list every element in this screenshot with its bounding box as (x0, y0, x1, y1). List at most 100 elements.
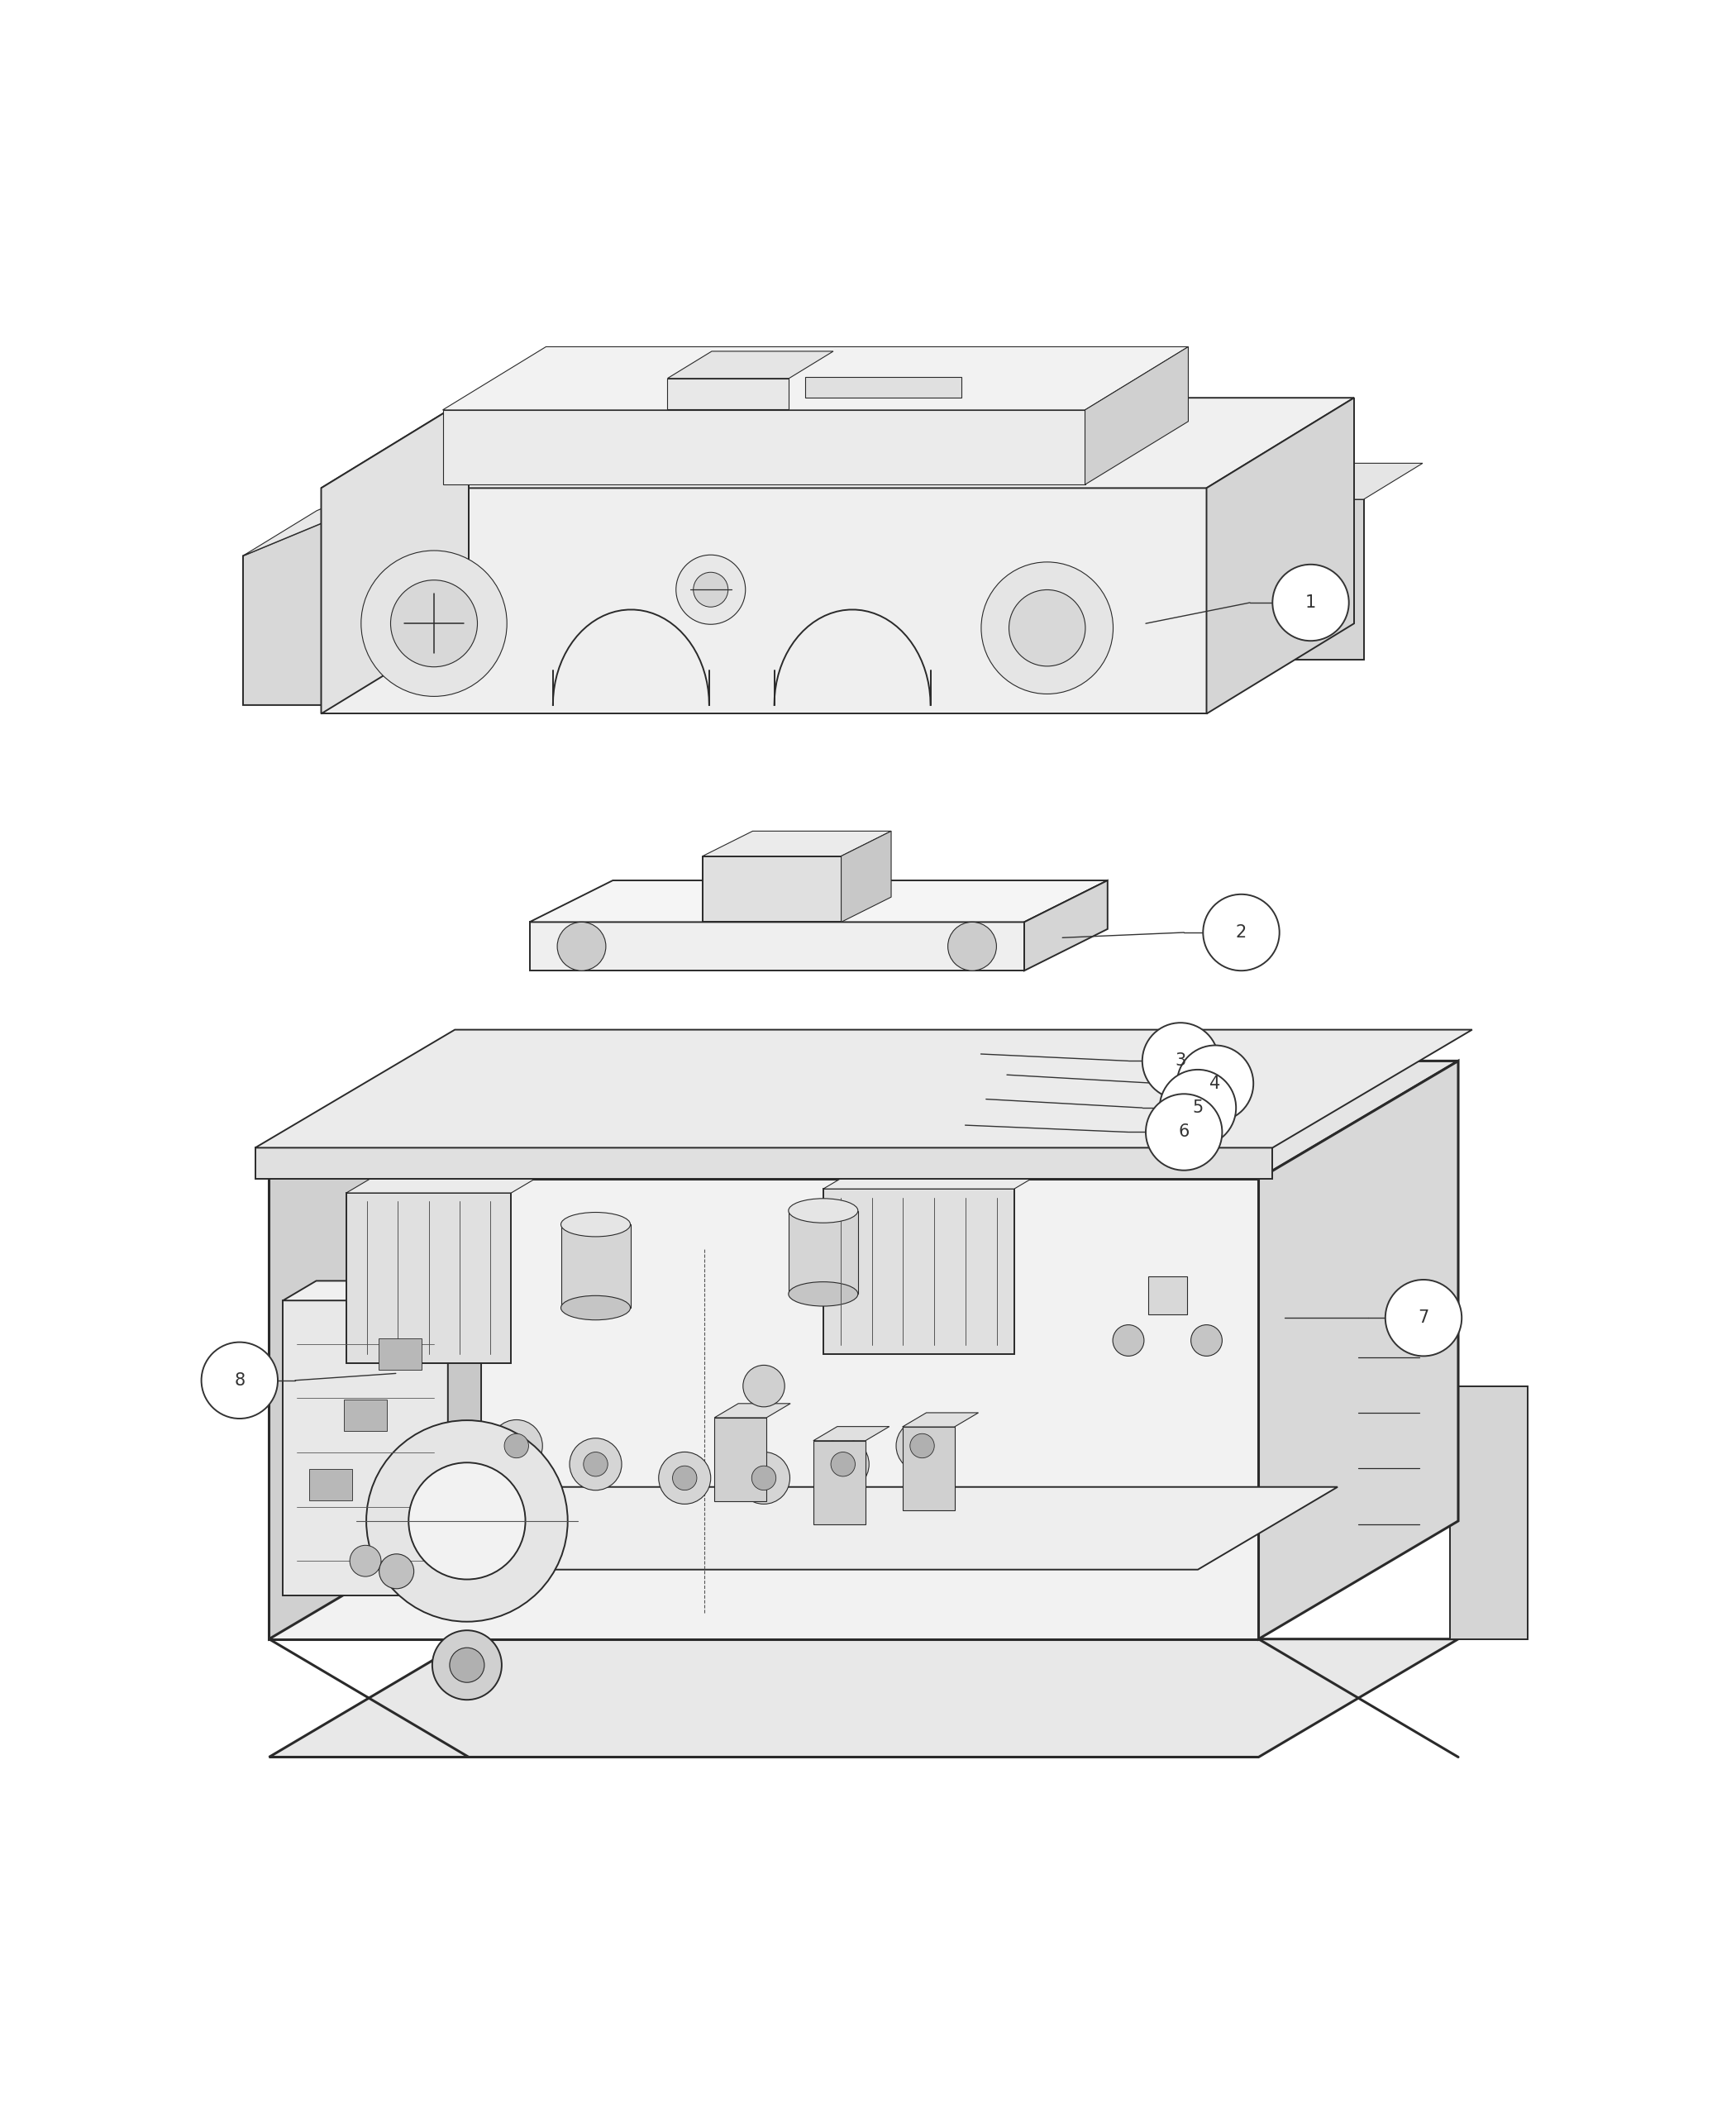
Polygon shape (703, 831, 891, 856)
Polygon shape (321, 398, 1354, 489)
Polygon shape (321, 398, 469, 715)
Polygon shape (378, 1339, 422, 1370)
Polygon shape (1259, 1060, 1458, 1640)
Circle shape (818, 1438, 870, 1490)
Polygon shape (443, 409, 1085, 485)
Circle shape (1142, 1022, 1219, 1098)
Text: 6: 6 (1179, 1124, 1189, 1140)
Circle shape (1272, 565, 1349, 641)
Text: 5: 5 (1193, 1100, 1203, 1115)
Circle shape (378, 1554, 413, 1589)
Polygon shape (321, 489, 1207, 715)
Polygon shape (646, 1043, 1026, 1071)
Polygon shape (283, 1282, 481, 1301)
Circle shape (658, 1138, 696, 1176)
Polygon shape (1233, 1290, 1281, 1366)
Polygon shape (823, 1159, 1064, 1189)
Text: 2: 2 (1236, 923, 1246, 940)
Polygon shape (1102, 1290, 1281, 1315)
Text: 7: 7 (1418, 1309, 1429, 1326)
Polygon shape (561, 1225, 630, 1307)
Polygon shape (529, 881, 1108, 921)
Polygon shape (715, 1419, 767, 1501)
Polygon shape (309, 1469, 352, 1501)
Circle shape (391, 580, 477, 666)
Circle shape (1160, 1069, 1236, 1147)
Polygon shape (255, 1147, 1272, 1178)
Polygon shape (903, 1412, 979, 1427)
Ellipse shape (788, 1282, 858, 1307)
Polygon shape (806, 377, 962, 398)
Ellipse shape (788, 1199, 858, 1223)
Circle shape (675, 554, 745, 624)
Circle shape (832, 1452, 856, 1476)
Polygon shape (1147, 1275, 1187, 1315)
Polygon shape (269, 1060, 469, 1640)
Ellipse shape (561, 1212, 630, 1237)
Circle shape (1177, 1046, 1253, 1121)
Circle shape (910, 1433, 934, 1459)
Polygon shape (715, 1404, 790, 1419)
Polygon shape (667, 352, 833, 377)
Circle shape (361, 550, 507, 696)
Circle shape (752, 1465, 776, 1490)
Circle shape (981, 563, 1113, 694)
Circle shape (1113, 1324, 1144, 1355)
Polygon shape (269, 1640, 1458, 1758)
Polygon shape (646, 1071, 970, 1138)
Polygon shape (608, 1138, 990, 1176)
Polygon shape (1207, 398, 1354, 715)
Circle shape (672, 1465, 696, 1490)
Circle shape (432, 1629, 502, 1699)
Text: 4: 4 (1210, 1075, 1220, 1092)
Polygon shape (269, 1178, 1259, 1640)
Polygon shape (448, 1282, 481, 1596)
Circle shape (738, 1452, 790, 1505)
Circle shape (490, 1421, 542, 1471)
Circle shape (1191, 1324, 1222, 1355)
Circle shape (1009, 590, 1085, 666)
Text: 8: 8 (234, 1372, 245, 1389)
Polygon shape (812, 1427, 889, 1440)
Circle shape (503, 1433, 529, 1459)
Polygon shape (255, 1029, 1472, 1147)
Polygon shape (243, 476, 399, 557)
Polygon shape (344, 1400, 387, 1431)
Polygon shape (1024, 881, 1108, 970)
Circle shape (1203, 894, 1279, 970)
Polygon shape (443, 346, 1187, 409)
Polygon shape (667, 377, 788, 409)
Circle shape (201, 1343, 278, 1419)
Circle shape (658, 1452, 710, 1505)
Circle shape (887, 1138, 925, 1176)
Circle shape (408, 1463, 526, 1579)
Circle shape (743, 1366, 785, 1406)
Polygon shape (990, 1102, 1059, 1176)
Circle shape (583, 1452, 608, 1476)
Polygon shape (903, 1427, 955, 1509)
Ellipse shape (561, 1296, 630, 1320)
Polygon shape (812, 1440, 866, 1524)
Circle shape (693, 571, 727, 607)
Polygon shape (283, 1301, 448, 1596)
Polygon shape (970, 1043, 1026, 1138)
Text: 3: 3 (1175, 1052, 1186, 1069)
Circle shape (366, 1421, 568, 1621)
Polygon shape (1450, 1387, 1528, 1640)
Polygon shape (1281, 500, 1364, 660)
Circle shape (351, 1545, 382, 1577)
Circle shape (896, 1421, 948, 1471)
Polygon shape (269, 1060, 1458, 1178)
Circle shape (1146, 1094, 1222, 1170)
Polygon shape (330, 1486, 1337, 1570)
Polygon shape (1281, 464, 1424, 500)
Polygon shape (842, 831, 891, 921)
Circle shape (948, 921, 996, 970)
Polygon shape (243, 523, 325, 704)
Circle shape (569, 1438, 621, 1490)
Polygon shape (1102, 1315, 1233, 1366)
Polygon shape (1085, 346, 1187, 485)
Polygon shape (347, 1193, 510, 1364)
Circle shape (450, 1648, 484, 1682)
Circle shape (557, 921, 606, 970)
